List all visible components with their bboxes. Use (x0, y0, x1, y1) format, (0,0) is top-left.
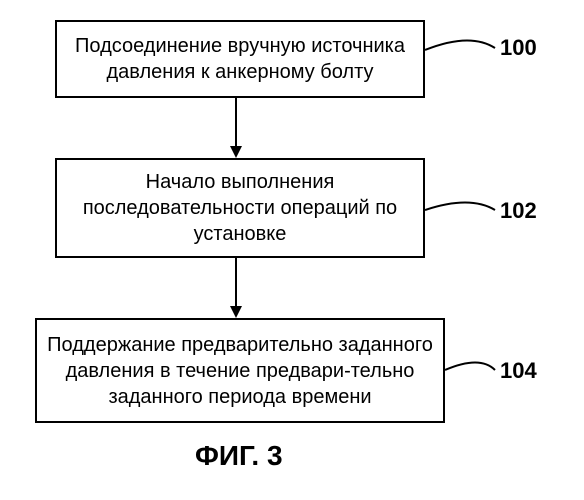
callout-label: 100 (500, 35, 537, 61)
connector-line (235, 258, 237, 306)
callout-curve-icon (425, 193, 500, 215)
figure-caption: ФИГ. 3 (195, 440, 283, 472)
flowchart-node: Поддержание предварительно заданного дав… (35, 318, 445, 423)
connector-line (235, 98, 237, 146)
callout-label: 102 (500, 198, 537, 224)
callout-curve-icon (425, 30, 500, 55)
callout-curve-icon (445, 353, 500, 375)
callout-label: 104 (500, 358, 537, 384)
flowchart-node-text: Подсоединение вручную источника давления… (65, 33, 415, 85)
flowchart-node-text: Поддержание предварительно заданного дав… (45, 332, 435, 410)
arrow-down-icon (230, 306, 242, 318)
flowchart-node-text: Начало выполнения последовательности опе… (65, 169, 415, 247)
flowchart-node: Начало выполнения последовательности опе… (55, 158, 425, 258)
flowchart-node: Подсоединение вручную источника давления… (55, 20, 425, 98)
arrow-down-icon (230, 146, 242, 158)
